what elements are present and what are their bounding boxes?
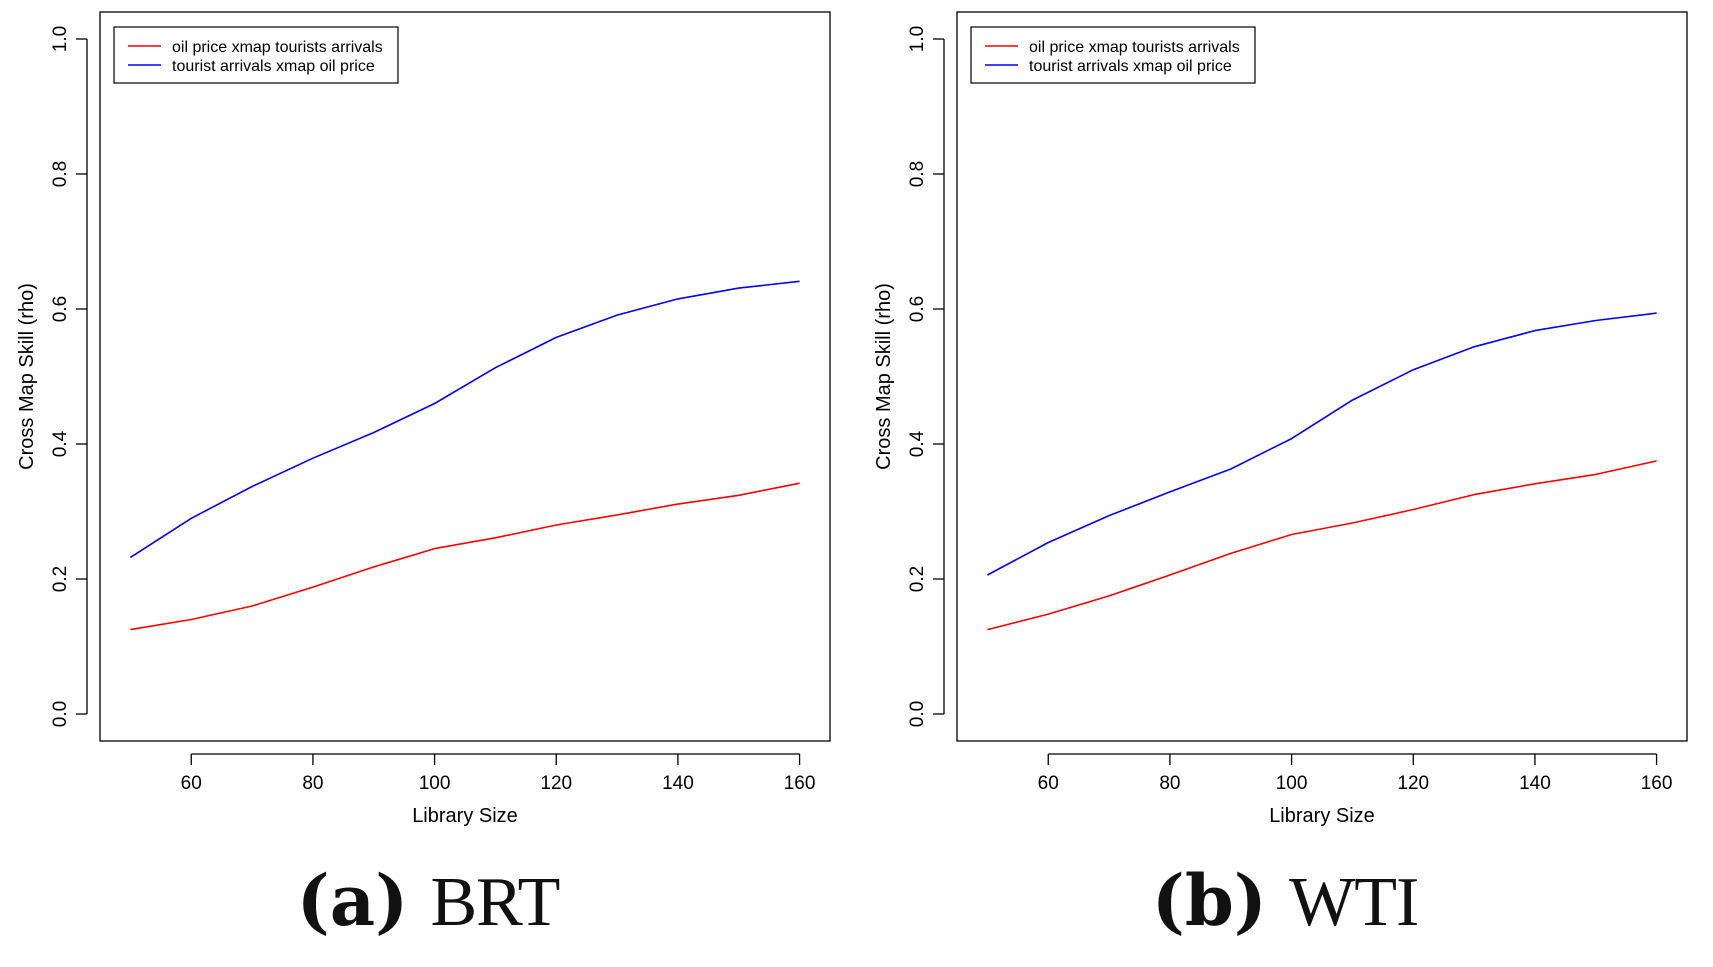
x-tick-label: 140 xyxy=(1519,773,1551,794)
y-tick-label: 0.8 xyxy=(907,161,928,187)
panel-caption-wti: (b) WTI xyxy=(857,856,1713,948)
y-tick-label: 0.2 xyxy=(50,566,71,592)
chart-panel-wti: 60 80 100 120 140 160 0.0 0.2 0.4 0.6 0.8 1.0 Librar… xyxy=(857,0,1713,967)
legend: oil price xmap tourists arrivals tourist … xyxy=(113,26,399,84)
caption-panel-label: b xyxy=(1184,859,1234,942)
x-tick-label: 140 xyxy=(662,773,694,794)
y-tick-label: 0.4 xyxy=(50,430,71,457)
x-tick-label: 80 xyxy=(1159,773,1180,794)
y-tick-label: 1.0 xyxy=(50,26,71,52)
caption-panel-name: BRT xyxy=(430,864,560,941)
plot-frame xyxy=(99,11,831,742)
caption-paren-close: ) xyxy=(1233,859,1267,942)
y-tick-label: 0.4 xyxy=(907,430,928,457)
x-tick-label: 60 xyxy=(1038,773,1059,794)
caption-paren-close: ) xyxy=(375,859,409,942)
caption-paren-open: ( xyxy=(296,859,330,942)
x-tick-label: 160 xyxy=(1641,773,1673,794)
y-tick-label: 0.8 xyxy=(50,161,71,187)
caption-panel-name: WTI xyxy=(1289,864,1419,941)
legend: oil price xmap tourists arrivals tourist … xyxy=(970,26,1256,84)
x-tick-label: 120 xyxy=(540,773,572,794)
x-tick-label: 120 xyxy=(1397,773,1429,794)
legend-label: oil price xmap tourists arrivals xyxy=(1029,39,1240,56)
legend-label: tourist arrivals xmap oil price xyxy=(172,58,375,75)
series-line-tourists-to-oil xyxy=(987,312,1657,576)
x-tick-label: 160 xyxy=(784,773,816,794)
y-tick-label: 0.0 xyxy=(50,701,71,727)
x-axis-title: Library Size xyxy=(412,805,518,827)
caption-panel-label: a xyxy=(329,859,376,942)
legend-box xyxy=(113,26,399,84)
x-axis-title: Library Size xyxy=(1269,805,1375,827)
y-tick-label: 0.6 xyxy=(907,296,928,322)
y-tick-label: 0.0 xyxy=(907,701,928,727)
y-axis-title: Cross Map Skill (rho) xyxy=(873,283,895,470)
x-tick-label: 100 xyxy=(1276,773,1308,794)
y-axis-title: Cross Map Skill (rho) xyxy=(16,283,38,470)
series-line-tourists-to-oil xyxy=(129,280,800,559)
x-tick-label: 60 xyxy=(181,773,202,794)
caption-paren-open: ( xyxy=(1151,859,1185,942)
x-tick-label: 100 xyxy=(419,773,451,794)
panel-caption-brt: (a) BRT xyxy=(0,856,856,948)
x-tick-label: 80 xyxy=(302,773,323,794)
plot-frame xyxy=(956,11,1688,742)
legend-label: tourist arrivals xmap oil price xyxy=(1029,58,1232,75)
y-tick-label: 1.0 xyxy=(907,26,928,52)
chart-panel-brt: 60 80 100 120 140 160 0.0 0.2 0.4 0.6 0.8 1.0 Librar… xyxy=(0,0,856,967)
legend-box xyxy=(970,26,1256,84)
chart-wti: 60 80 100 120 140 160 0.0 0.2 0.4 0.6 0.8 1.0 Librar… xyxy=(873,11,1688,827)
legend-label: oil price xmap tourists arrivals xyxy=(172,39,383,56)
y-tick-label: 0.6 xyxy=(50,296,71,322)
chart-brt: 60 80 100 120 140 160 0.0 0.2 0.4 0.6 0.8 1.0 Librar… xyxy=(16,11,831,827)
series-line-oil-to-tourists xyxy=(987,460,1657,631)
y-tick-label: 0.2 xyxy=(907,566,928,592)
series-line-oil-to-tourists xyxy=(130,482,800,631)
